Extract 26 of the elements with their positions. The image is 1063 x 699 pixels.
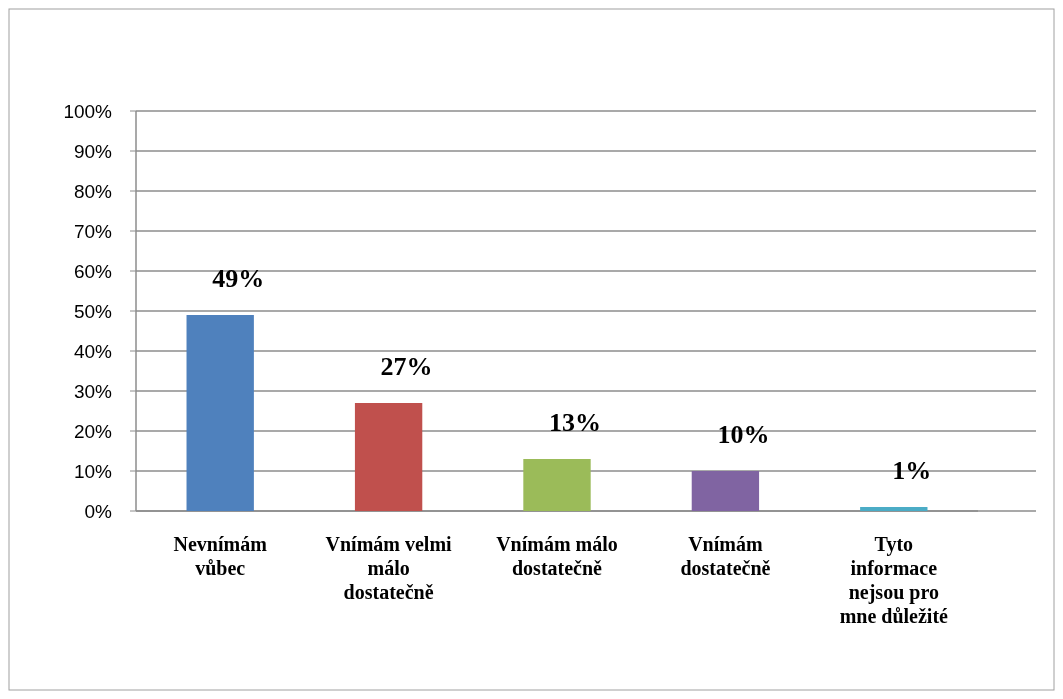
data-label: 13%: [549, 408, 601, 437]
y-tick-label: 0%: [84, 500, 113, 522]
bar: [186, 315, 254, 511]
x-tick-label: Vnímám málo dostatečně: [496, 533, 618, 579]
data-label: 27%: [380, 352, 433, 381]
y-tick-label: 90%: [73, 140, 113, 162]
x-tick-label: Vnímám dostatečně: [680, 533, 771, 579]
data-label: 49%: [212, 264, 265, 293]
y-tick-label: 60%: [73, 260, 113, 282]
bar: [691, 471, 760, 511]
y-tick-label: 10%: [73, 460, 113, 482]
y-tick-label: 50%: [73, 300, 113, 322]
y-tick-label: 100%: [63, 100, 113, 122]
data-label: 10%: [717, 420, 770, 449]
bar: [354, 403, 423, 511]
data-label: 1%: [892, 456, 932, 485]
y-tick-label: 20%: [73, 420, 113, 442]
y-tick-label: 40%: [73, 340, 113, 362]
x-tick-label: Vnímám velmi málo dostatečně: [325, 533, 453, 603]
x-tick-label: Tyto informace nejsou pro mne důležité: [839, 533, 949, 627]
y-tick-label: 70%: [73, 220, 113, 242]
bar: [523, 459, 591, 511]
y-tick-label: 80%: [73, 180, 113, 202]
x-tick-label: Nevnímám vůbec: [173, 533, 268, 579]
bar: [860, 507, 928, 511]
y-tick-label: 30%: [73, 380, 113, 402]
